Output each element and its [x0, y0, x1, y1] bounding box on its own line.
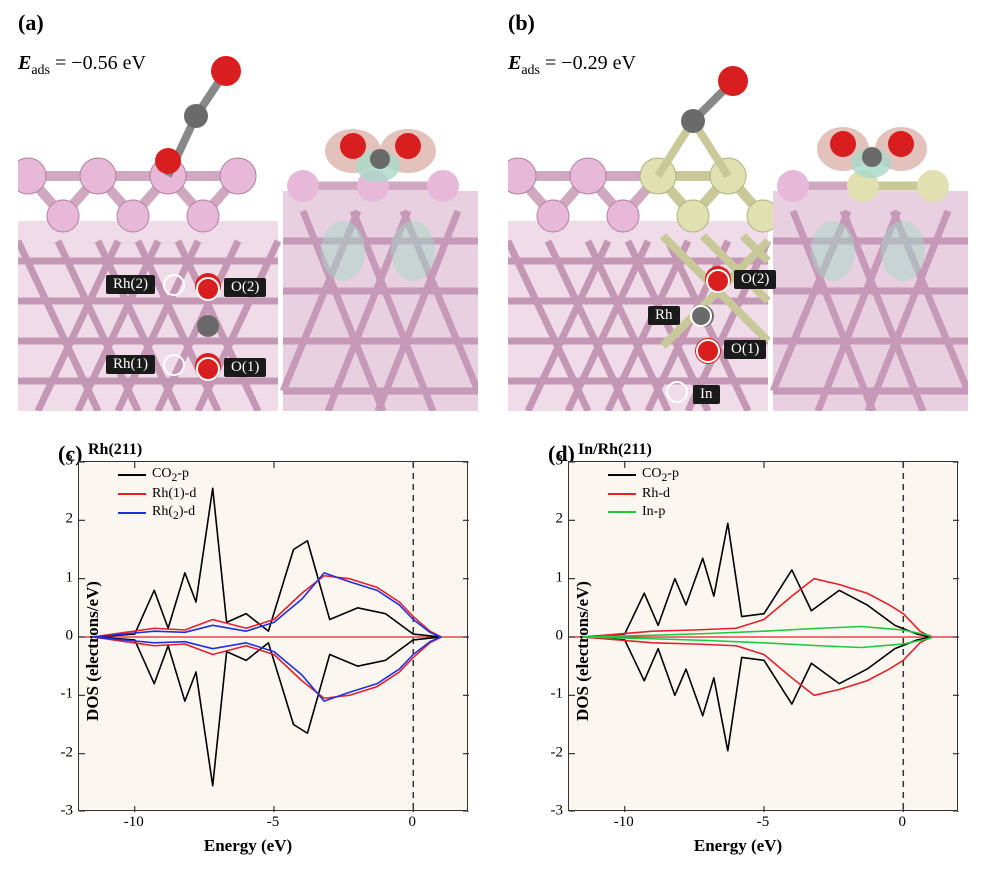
label-o1: O(1)	[224, 358, 266, 377]
lattice-side-b	[508, 66, 779, 411]
ytick: -3	[543, 803, 563, 820]
xtick: 0	[899, 814, 907, 831]
ytick: -2	[543, 744, 563, 761]
legend: CO2-pRh(1)-dRh(2)-d	[118, 466, 196, 524]
xtick: -5	[267, 814, 280, 831]
ylabel: DOS (electrons/eV)	[573, 581, 593, 721]
legend: CO2-pRh-dIn-p	[608, 466, 679, 522]
chart-title: Rh(211)	[88, 441, 142, 459]
ring-o2-b	[706, 269, 730, 293]
label-o2-b: O(2)	[734, 270, 776, 289]
ytick: -3	[53, 803, 73, 820]
chart-d: (d)In/Rh(211)-3-2-10123-10-50DOS (electr…	[508, 441, 968, 861]
ytick: 2	[543, 511, 563, 528]
ytick: 0	[53, 628, 73, 645]
ytick: -1	[53, 686, 73, 703]
ytick: 0	[543, 628, 563, 645]
label-rh2: Rh(2)	[106, 275, 155, 294]
isosurface-b	[773, 127, 968, 411]
label-o1-b: O(1)	[724, 340, 766, 359]
label-rh1: Rh(1)	[106, 355, 155, 374]
xlabel: Energy (eV)	[204, 836, 292, 856]
xtick: 0	[409, 814, 417, 831]
xtick: -10	[124, 814, 144, 831]
ytick: -2	[53, 744, 73, 761]
ytick: 3	[53, 453, 73, 470]
ytick: 2	[53, 511, 73, 528]
ring-rh1	[163, 354, 185, 376]
co2-molecule-a	[155, 56, 241, 176]
panel-b-label: (b)	[508, 10, 535, 35]
label-rh-b: Rh	[648, 306, 680, 325]
structure-a: Rh(2) O(2) Rh(1) O(1)	[18, 41, 478, 411]
ytick: -1	[543, 686, 563, 703]
label-in-b: In	[693, 385, 720, 404]
panel-a-label: (a)	[18, 10, 44, 35]
chart-c: (c)Rh(211)-3-2-10123-10-50DOS (electrons…	[18, 441, 478, 861]
ring-rh-b	[690, 305, 712, 327]
ytick: 3	[543, 453, 563, 470]
ytick: 1	[53, 569, 73, 586]
xtick: -5	[757, 814, 770, 831]
panel-b: (b) Eads = −0.29 eV	[508, 10, 968, 411]
ytick: 1	[543, 569, 563, 586]
ring-in-b	[666, 381, 688, 403]
xlabel: Energy (eV)	[694, 836, 782, 856]
structure-b: O(2) Rh O(1) In	[508, 41, 968, 411]
ylabel: DOS (electrons/eV)	[83, 581, 103, 721]
label-o2: O(2)	[224, 278, 266, 297]
panel-a: (a) Eads = −0.56 eV	[18, 10, 478, 411]
xtick: -10	[614, 814, 634, 831]
isosurface-a	[283, 129, 478, 411]
ring-o2	[196, 277, 220, 301]
ring-o1-b	[696, 339, 720, 363]
ring-o1	[196, 357, 220, 381]
chart-title: In/Rh(211)	[578, 441, 652, 459]
ring-rh2	[163, 274, 185, 296]
